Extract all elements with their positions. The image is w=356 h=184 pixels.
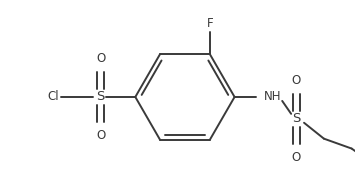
Text: O: O (292, 74, 301, 87)
Text: NH: NH (265, 91, 282, 103)
Text: Cl: Cl (47, 91, 59, 103)
Text: O: O (96, 52, 105, 65)
Text: F: F (206, 17, 213, 30)
Text: O: O (292, 151, 301, 164)
Text: S: S (96, 91, 105, 103)
Text: O: O (96, 129, 105, 142)
Text: S: S (292, 112, 300, 125)
